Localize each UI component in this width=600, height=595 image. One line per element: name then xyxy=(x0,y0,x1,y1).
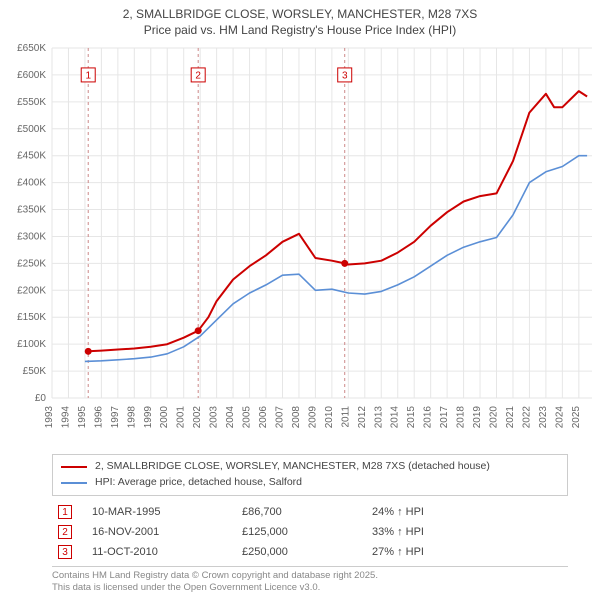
table-row: 1 10-MAR-1995£86,70024% ↑ HPI xyxy=(52,502,568,522)
svg-text:1999: 1999 xyxy=(143,406,154,429)
svg-text:2023: 2023 xyxy=(538,406,549,429)
title-line1: 2, SMALLBRIDGE CLOSE, WORSLEY, MANCHESTE… xyxy=(0,6,600,22)
svg-text:1997: 1997 xyxy=(110,406,121,429)
svg-text:£250K: £250K xyxy=(17,259,46,270)
svg-text:2022: 2022 xyxy=(521,406,532,429)
sale-date: 16-NOV-2001 xyxy=(86,522,236,542)
footer-line2: This data is licensed under the Open Gov… xyxy=(52,582,568,594)
svg-text:£0: £0 xyxy=(35,393,47,404)
svg-text:£350K: £350K xyxy=(17,205,46,216)
sale-delta: 27% ↑ HPI xyxy=(366,542,568,562)
sale-price: £125,000 xyxy=(236,522,366,542)
sale-delta: 24% ↑ HPI xyxy=(366,502,568,522)
svg-text:2000: 2000 xyxy=(159,406,170,429)
svg-text:2020: 2020 xyxy=(489,406,500,429)
svg-text:2024: 2024 xyxy=(554,406,565,429)
legend: 2, SMALLBRIDGE CLOSE, WORSLEY, MANCHESTE… xyxy=(52,454,568,496)
legend-swatch xyxy=(61,466,87,468)
table-row: 2 16-NOV-2001£125,00033% ↑ HPI xyxy=(52,522,568,542)
svg-text:2013: 2013 xyxy=(373,406,384,429)
svg-text:2: 2 xyxy=(195,71,201,82)
chart-svg: £0 £50K £100K £150K £200K £250K £300K £350K £400… xyxy=(0,40,600,450)
svg-text:2016: 2016 xyxy=(423,406,434,429)
svg-text:1993: 1993 xyxy=(44,406,55,429)
svg-text:£550K: £550K xyxy=(17,97,46,108)
svg-text:2005: 2005 xyxy=(242,406,253,429)
svg-text:2010: 2010 xyxy=(324,406,335,429)
sale-date: 11-OCT-2010 xyxy=(86,542,236,562)
svg-text:2006: 2006 xyxy=(258,406,269,429)
svg-text:3: 3 xyxy=(342,71,348,82)
sale-marker: 2 xyxy=(58,525,72,539)
sale-price: £250,000 xyxy=(236,542,366,562)
svg-text:£600K: £600K xyxy=(17,70,46,81)
chart-area: £0 £50K £100K £150K £200K £250K £300K £350K £400… xyxy=(0,40,600,450)
svg-text:2015: 2015 xyxy=(406,406,417,429)
svg-text:2003: 2003 xyxy=(209,406,220,429)
svg-text:2025: 2025 xyxy=(571,406,582,429)
svg-text:2019: 2019 xyxy=(472,406,483,429)
svg-text:£450K: £450K xyxy=(17,151,46,162)
footer-line1: Contains HM Land Registry data © Crown c… xyxy=(52,570,568,582)
svg-text:£200K: £200K xyxy=(17,286,46,297)
sale-price: £86,700 xyxy=(236,502,366,522)
svg-text:2021: 2021 xyxy=(505,406,516,429)
legend-swatch xyxy=(61,482,87,484)
svg-text:£300K: £300K xyxy=(17,232,46,243)
sale-delta: 33% ↑ HPI xyxy=(366,522,568,542)
table-row: 3 11-OCT-2010£250,00027% ↑ HPI xyxy=(52,542,568,562)
sale-marker: 1 xyxy=(58,505,72,519)
svg-text:£500K: £500K xyxy=(17,124,46,135)
svg-text:1995: 1995 xyxy=(77,406,88,429)
sale-marker: 3 xyxy=(58,545,72,559)
svg-text:2009: 2009 xyxy=(307,406,318,429)
svg-text:2017: 2017 xyxy=(439,406,450,429)
title-line2: Price paid vs. HM Land Registry's House … xyxy=(0,22,600,38)
svg-text:£100K: £100K xyxy=(17,340,46,351)
svg-text:2018: 2018 xyxy=(456,406,467,429)
sales-table: 1 10-MAR-1995£86,70024% ↑ HPI 2 16-NOV-2001… xyxy=(52,502,568,562)
svg-text:£650K: £650K xyxy=(17,43,46,54)
footer-attribution: Contains HM Land Registry data © Crown c… xyxy=(52,566,568,595)
sale-date: 10-MAR-1995 xyxy=(86,502,236,522)
svg-text:1: 1 xyxy=(85,71,91,82)
legend-label: 2, SMALLBRIDGE CLOSE, WORSLEY, MANCHESTE… xyxy=(95,459,490,475)
legend-label: HPI: Average price, detached house, Salf… xyxy=(95,475,302,491)
svg-text:2008: 2008 xyxy=(291,406,302,429)
svg-text:1996: 1996 xyxy=(93,406,104,429)
svg-text:2007: 2007 xyxy=(274,406,285,429)
legend-item: 2, SMALLBRIDGE CLOSE, WORSLEY, MANCHESTE… xyxy=(61,459,559,475)
svg-text:£150K: £150K xyxy=(17,313,46,324)
chart-title: 2, SMALLBRIDGE CLOSE, WORSLEY, MANCHESTE… xyxy=(0,0,600,40)
svg-text:£400K: £400K xyxy=(17,178,46,189)
legend-item: HPI: Average price, detached house, Salf… xyxy=(61,475,559,491)
svg-text:1998: 1998 xyxy=(126,406,137,429)
svg-text:2002: 2002 xyxy=(192,406,203,429)
svg-text:£50K: £50K xyxy=(23,366,47,377)
svg-text:2001: 2001 xyxy=(176,406,187,429)
svg-text:2012: 2012 xyxy=(357,406,368,429)
svg-text:2014: 2014 xyxy=(390,406,401,429)
svg-text:1994: 1994 xyxy=(60,406,71,429)
svg-text:2004: 2004 xyxy=(225,406,236,429)
svg-text:2011: 2011 xyxy=(340,406,351,428)
